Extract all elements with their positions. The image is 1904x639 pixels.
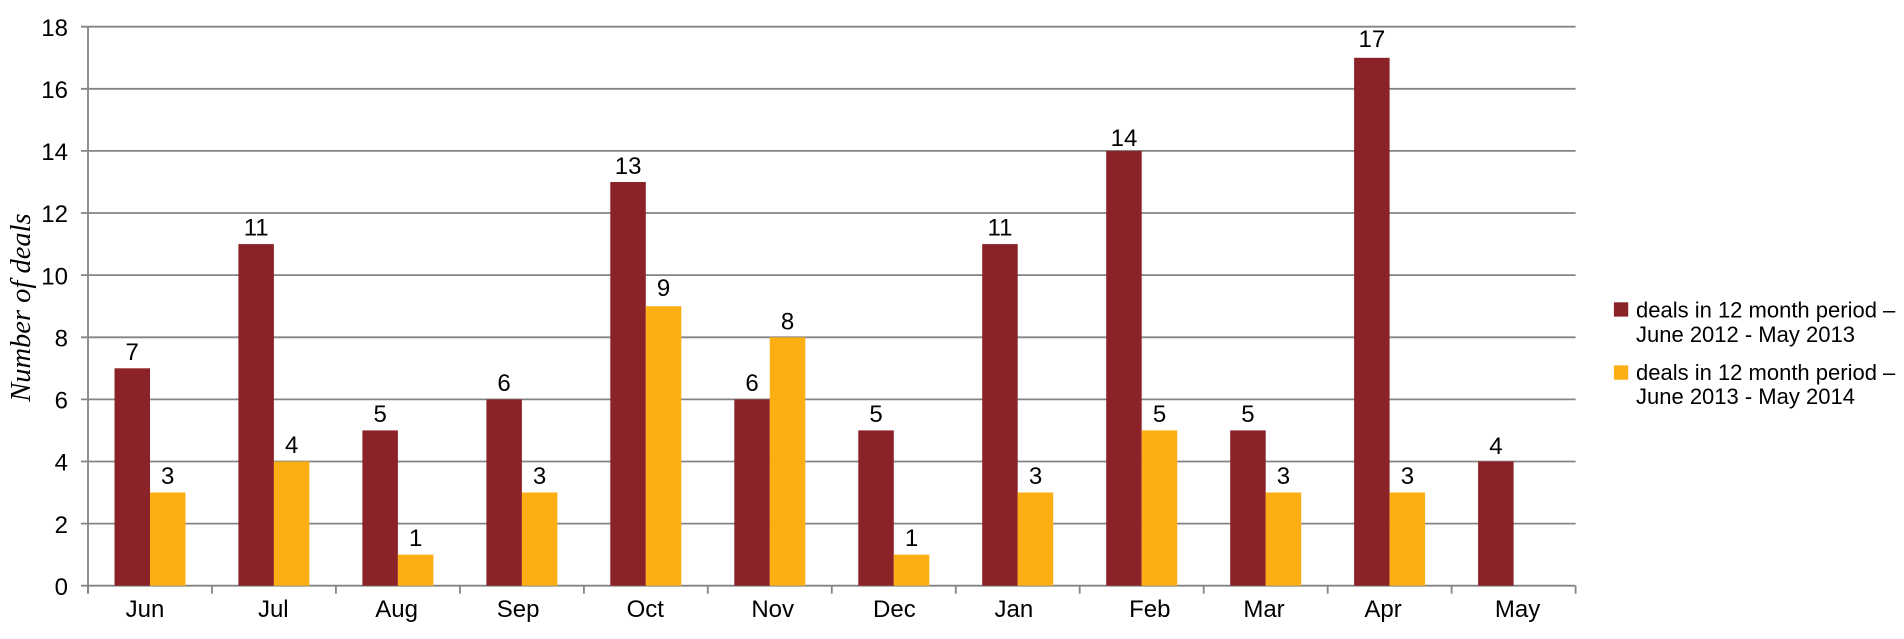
svg-text:18: 18 xyxy=(41,15,68,42)
svg-text:Apr: Apr xyxy=(1364,596,1401,623)
svg-text:5: 5 xyxy=(1241,401,1254,428)
svg-text:5: 5 xyxy=(374,401,387,428)
svg-text:Dec: Dec xyxy=(873,596,916,623)
svg-text:deals in 12 month period –: deals in 12 month period – xyxy=(1636,360,1896,385)
svg-text:16: 16 xyxy=(41,77,68,104)
svg-text:4: 4 xyxy=(55,450,68,477)
svg-text:13: 13 xyxy=(615,153,642,180)
svg-text:Jan: Jan xyxy=(995,596,1034,623)
svg-text:9: 9 xyxy=(657,275,670,302)
svg-text:3: 3 xyxy=(161,463,174,490)
svg-text:10: 10 xyxy=(41,263,68,290)
svg-text:5: 5 xyxy=(869,401,882,428)
svg-text:deals in 12 month period –: deals in 12 month period – xyxy=(1636,298,1896,323)
svg-text:14: 14 xyxy=(1111,125,1138,152)
svg-text:7: 7 xyxy=(126,339,139,366)
svg-text:Sep: Sep xyxy=(497,596,540,623)
svg-text:8: 8 xyxy=(781,308,794,335)
svg-text:Aug: Aug xyxy=(375,596,418,623)
svg-text:Jul: Jul xyxy=(258,596,289,623)
svg-text:Nov: Nov xyxy=(751,596,794,623)
svg-text:2: 2 xyxy=(55,512,68,539)
svg-text:3: 3 xyxy=(533,463,546,490)
svg-text:Jun: Jun xyxy=(126,596,165,623)
svg-text:3: 3 xyxy=(1401,463,1414,490)
svg-text:1: 1 xyxy=(905,525,918,552)
svg-text:12: 12 xyxy=(41,201,68,228)
svg-text:6: 6 xyxy=(745,370,758,397)
svg-text:14: 14 xyxy=(41,139,68,166)
svg-text:Feb: Feb xyxy=(1129,596,1170,623)
svg-text:1: 1 xyxy=(409,525,422,552)
svg-text:4: 4 xyxy=(285,432,298,459)
svg-text:May: May xyxy=(1495,596,1540,623)
svg-text:6: 6 xyxy=(55,388,68,415)
svg-text:17: 17 xyxy=(1359,26,1386,53)
svg-text:June 2012 - May 2013: June 2012 - May 2013 xyxy=(1636,322,1855,347)
svg-text:Mar: Mar xyxy=(1243,596,1284,623)
svg-text:Oct: Oct xyxy=(627,596,665,623)
svg-text:June 2013 - May 2014: June 2013 - May 2014 xyxy=(1636,384,1855,409)
svg-text:8: 8 xyxy=(55,326,68,353)
svg-text:11: 11 xyxy=(988,215,1013,242)
svg-text:5: 5 xyxy=(1153,401,1166,428)
svg-text:3: 3 xyxy=(1277,463,1290,490)
svg-text:0: 0 xyxy=(55,574,68,601)
svg-text:Number of deals: Number of deals xyxy=(6,213,37,402)
svg-text:4: 4 xyxy=(1489,433,1502,460)
svg-text:11: 11 xyxy=(244,215,269,242)
svg-text:3: 3 xyxy=(1029,463,1042,490)
svg-text:6: 6 xyxy=(497,370,510,397)
